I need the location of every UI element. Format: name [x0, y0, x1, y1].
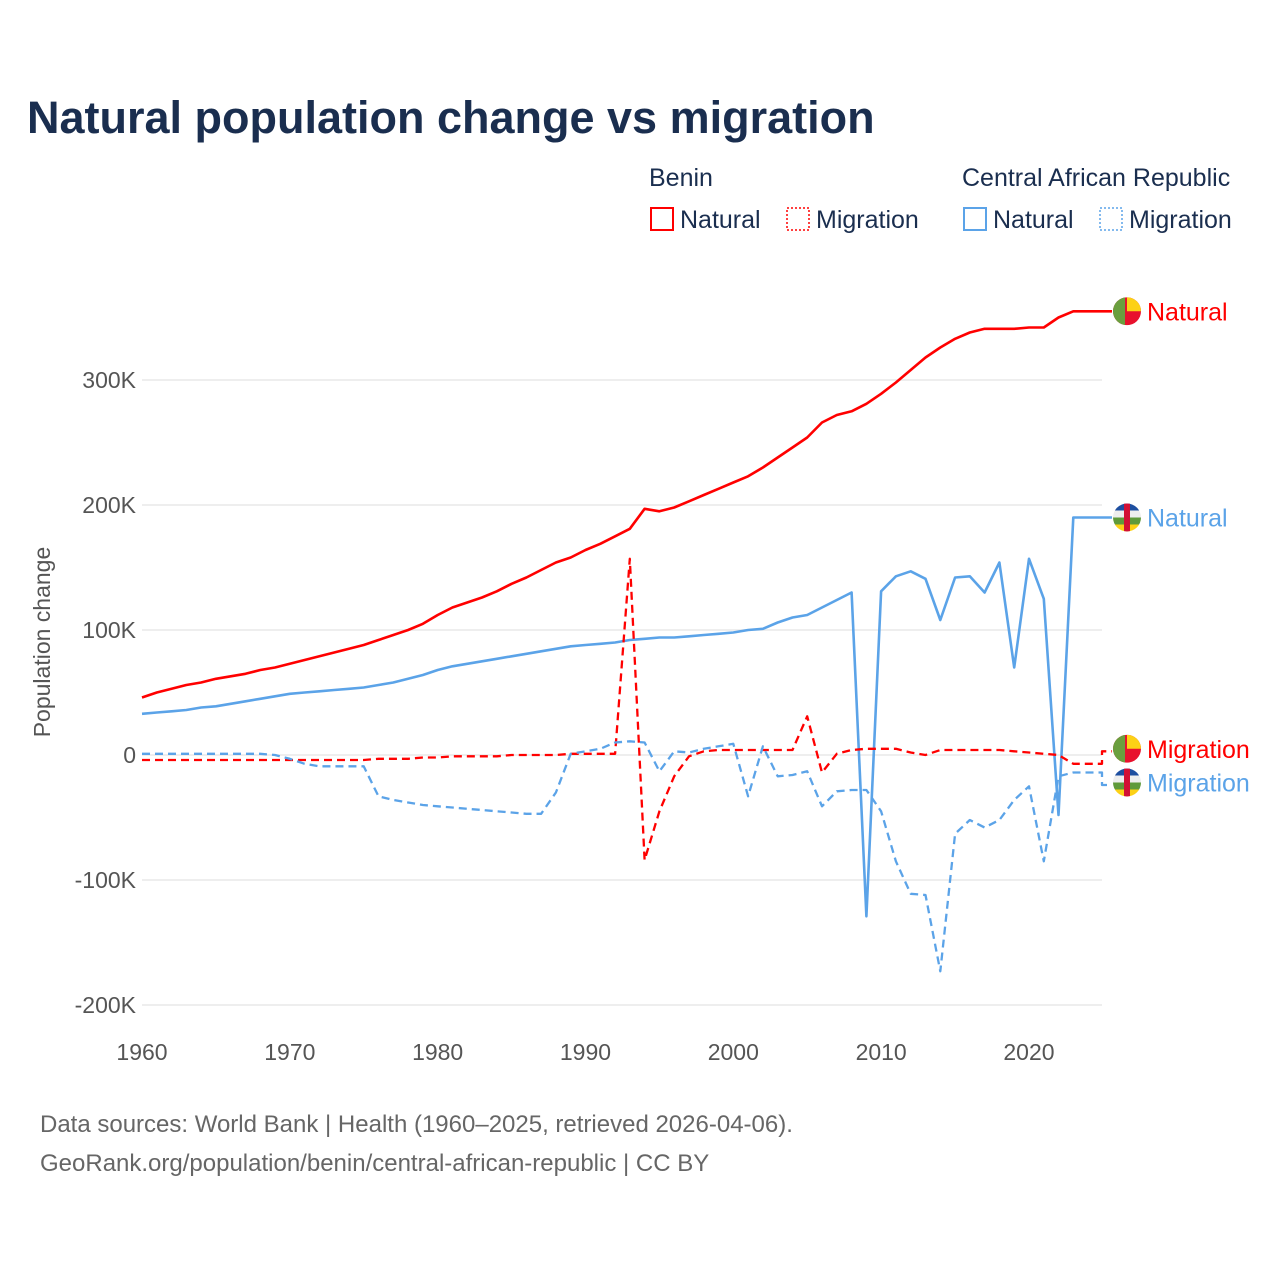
y-tick-label: -100K [75, 867, 137, 893]
end-label-benin-natural: Natural [1147, 298, 1228, 326]
x-tick-label: 1980 [412, 1039, 463, 1065]
y-tick-label: -200K [75, 992, 137, 1018]
x-tick-label: 2020 [1003, 1039, 1054, 1065]
legend-swatch-car-natural[interactable] [963, 207, 987, 231]
y-tick-label: 0 [123, 742, 136, 768]
footer-url[interactable]: GeoRank.org/population/benin/central-afr… [40, 1150, 709, 1177]
x-tick-label: 1970 [264, 1039, 315, 1065]
legend-swatch-benin-natural[interactable] [650, 207, 674, 231]
y-tick-label: 300K [82, 367, 136, 393]
y-tick-label: 100K [82, 617, 136, 643]
footer-source: Data sources: World Bank | Health (1960–… [40, 1111, 793, 1138]
x-tick-label: 1990 [560, 1039, 611, 1065]
x-tick-label: 2010 [856, 1039, 907, 1065]
legend-label-car-migration[interactable]: Migration [1129, 206, 1232, 234]
legend-label-benin-natural[interactable]: Natural [680, 206, 761, 234]
legend-label-benin-migration[interactable]: Migration [816, 206, 919, 234]
y-axis-label: Population change [29, 547, 55, 738]
series-line-benin-migration[interactable] [142, 557, 1112, 862]
legend-label-car-natural[interactable]: Natural [993, 206, 1074, 234]
series-line-car-migration[interactable] [142, 740, 1112, 973]
legend-swatch-benin-migration[interactable] [786, 207, 810, 231]
series-line-car-natural[interactable] [141, 516, 1112, 918]
legend-group-benin: Benin [649, 164, 713, 192]
benin-flag-icon [1113, 297, 1141, 326]
legend-group-car: Central African Republic [962, 164, 1230, 192]
end-label-car-migration: Migration [1147, 770, 1250, 798]
end-label-car-natural: Natural [1147, 505, 1228, 533]
x-tick-label: 2000 [708, 1039, 759, 1065]
chart-title: Natural population change vs migration [27, 92, 875, 143]
legend: Benin Central African Republic Natural M… [649, 164, 1232, 234]
benin-flag-icon [1113, 734, 1141, 763]
series-line-benin-natural[interactable] [141, 309, 1112, 699]
legend-swatch-car-migration[interactable] [1099, 207, 1123, 231]
car-flag-icon [1113, 503, 1141, 532]
end-label-benin-migration: Migration [1147, 736, 1250, 764]
y-tick-label: 200K [82, 492, 136, 518]
x-tick-label: 1960 [116, 1039, 167, 1065]
car-flag-icon [1113, 768, 1141, 797]
